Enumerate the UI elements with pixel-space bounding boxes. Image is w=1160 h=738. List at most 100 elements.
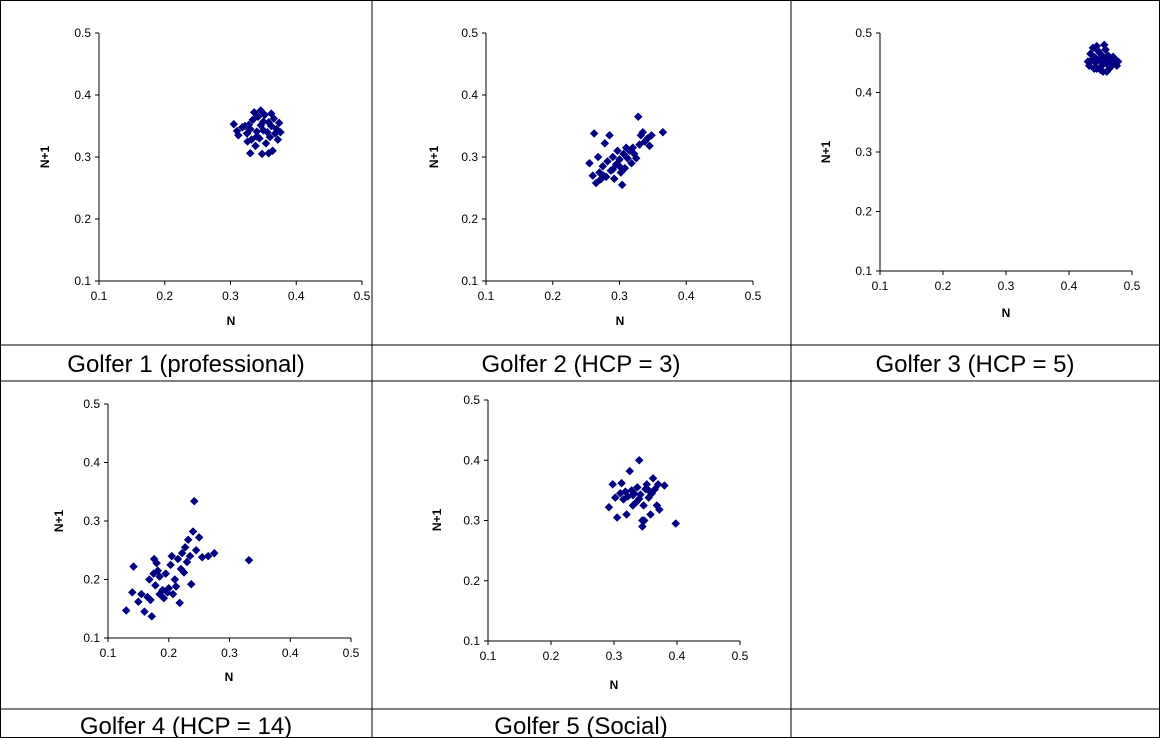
data-point (589, 129, 599, 138)
data-point (147, 612, 157, 621)
data-point (593, 152, 603, 162)
data-point (121, 606, 131, 615)
y-tick-label: 0.3 (855, 145, 872, 159)
x-tick-label: 0.4 (288, 289, 305, 303)
x-axis-label: N (225, 670, 234, 684)
data-point (191, 545, 201, 555)
data-point (638, 127, 648, 137)
data-point (600, 139, 610, 148)
x-axis-label: N (616, 314, 625, 328)
data-point (140, 607, 149, 617)
data-point (173, 554, 183, 564)
data-point (168, 589, 178, 599)
x-tick-label: 0.2 (544, 289, 561, 303)
x-tick-label: 0.1 (872, 279, 889, 293)
x-tick-label: 0.2 (160, 646, 177, 660)
x-tick-label: 0.5 (732, 649, 749, 663)
data-point (1113, 57, 1123, 66)
chart-golfer-2: N N+1 Golfer 2 (HCP = 3) 0.1 0.2 0.3 0.4 0.5… (427, 26, 762, 378)
data-point (166, 560, 175, 570)
data-point (177, 548, 187, 558)
x-tick-label: 0.3 (611, 289, 628, 303)
data-point (182, 557, 192, 567)
data-point (588, 171, 598, 180)
data-point (623, 153, 632, 163)
data-point (1099, 40, 1109, 50)
y-tick-label: 0.4 (83, 456, 100, 470)
data-point (273, 135, 283, 144)
x-tick-label: 0.5 (343, 646, 360, 660)
x-tick-label: 0.5 (354, 289, 371, 303)
y-tick-label: 0.3 (83, 514, 100, 528)
x-tick-label: 0.1 (480, 649, 497, 663)
x-tick-label: 0.1 (478, 289, 495, 303)
data-point (634, 494, 644, 504)
data-point (185, 551, 195, 561)
data-point (608, 152, 618, 162)
data-point (209, 548, 219, 558)
data-point (617, 478, 626, 488)
data-point (622, 510, 631, 519)
y-axis-label: N+1 (819, 141, 833, 164)
plot-area (108, 404, 351, 638)
y-tick-label: 0.2 (461, 212, 478, 226)
data-point (234, 130, 243, 140)
data-point (660, 481, 669, 490)
data-point (253, 112, 263, 122)
chart-golfer-4: N N+1 Golfer 4 (HCP = 14) 0.1 0.2 0.3 0.4 0.… (52, 397, 360, 738)
caption: Golfer 5 (Social) (494, 713, 667, 738)
data-point (129, 562, 138, 571)
y-tick-label: 0.1 (855, 264, 872, 278)
data-point (591, 178, 601, 188)
data-point (183, 535, 193, 545)
data-point (167, 551, 177, 561)
data-point (613, 146, 622, 156)
y-tick-label: 0.2 (74, 212, 91, 226)
y-axis-label: N+1 (427, 146, 441, 169)
y-tick-label: 0.2 (463, 574, 480, 588)
x-tick-label: 0.1 (91, 289, 108, 303)
y-tick-label: 0.5 (461, 26, 478, 40)
x-tick-label: 0.2 (543, 649, 560, 663)
data-point (635, 140, 644, 149)
plot-area (99, 33, 362, 281)
data-point (608, 165, 618, 174)
data-point (264, 148, 273, 158)
data-point (266, 109, 276, 118)
y-tick-label: 0.5 (855, 26, 872, 40)
y-tick-label: 0.2 (83, 573, 100, 587)
data-point (639, 501, 648, 510)
data-point (653, 479, 663, 489)
data-point (655, 505, 664, 515)
x-axis-label: N (227, 314, 236, 328)
x-tick-label: 0.3 (606, 649, 623, 663)
x-tick-label: 0.5 (745, 289, 762, 303)
data-point (252, 132, 262, 141)
x-tick-label: 0.1 (100, 646, 117, 660)
data-point (646, 510, 655, 519)
data-point (628, 490, 638, 500)
data-point (599, 171, 608, 180)
data-point (648, 473, 658, 483)
data-point (170, 575, 180, 584)
data-point (175, 598, 185, 608)
data-point (632, 483, 642, 492)
data-point (658, 127, 668, 137)
data-point (155, 572, 164, 581)
data-point (265, 132, 275, 142)
data-point (188, 527, 198, 536)
data-point (639, 516, 649, 525)
x-tick-label: 0.4 (1061, 279, 1078, 293)
data-point (245, 148, 255, 158)
data-point (151, 580, 160, 590)
x-tick-label: 0.4 (678, 289, 695, 303)
data-point (152, 558, 161, 568)
data-point (644, 486, 654, 495)
data-point (631, 153, 641, 163)
plot-area (488, 400, 740, 641)
data-point (127, 588, 137, 597)
y-tick-label: 0.5 (83, 397, 100, 411)
data-point (671, 519, 681, 528)
data-point (179, 568, 189, 577)
x-tick-label: 0.3 (998, 279, 1015, 293)
